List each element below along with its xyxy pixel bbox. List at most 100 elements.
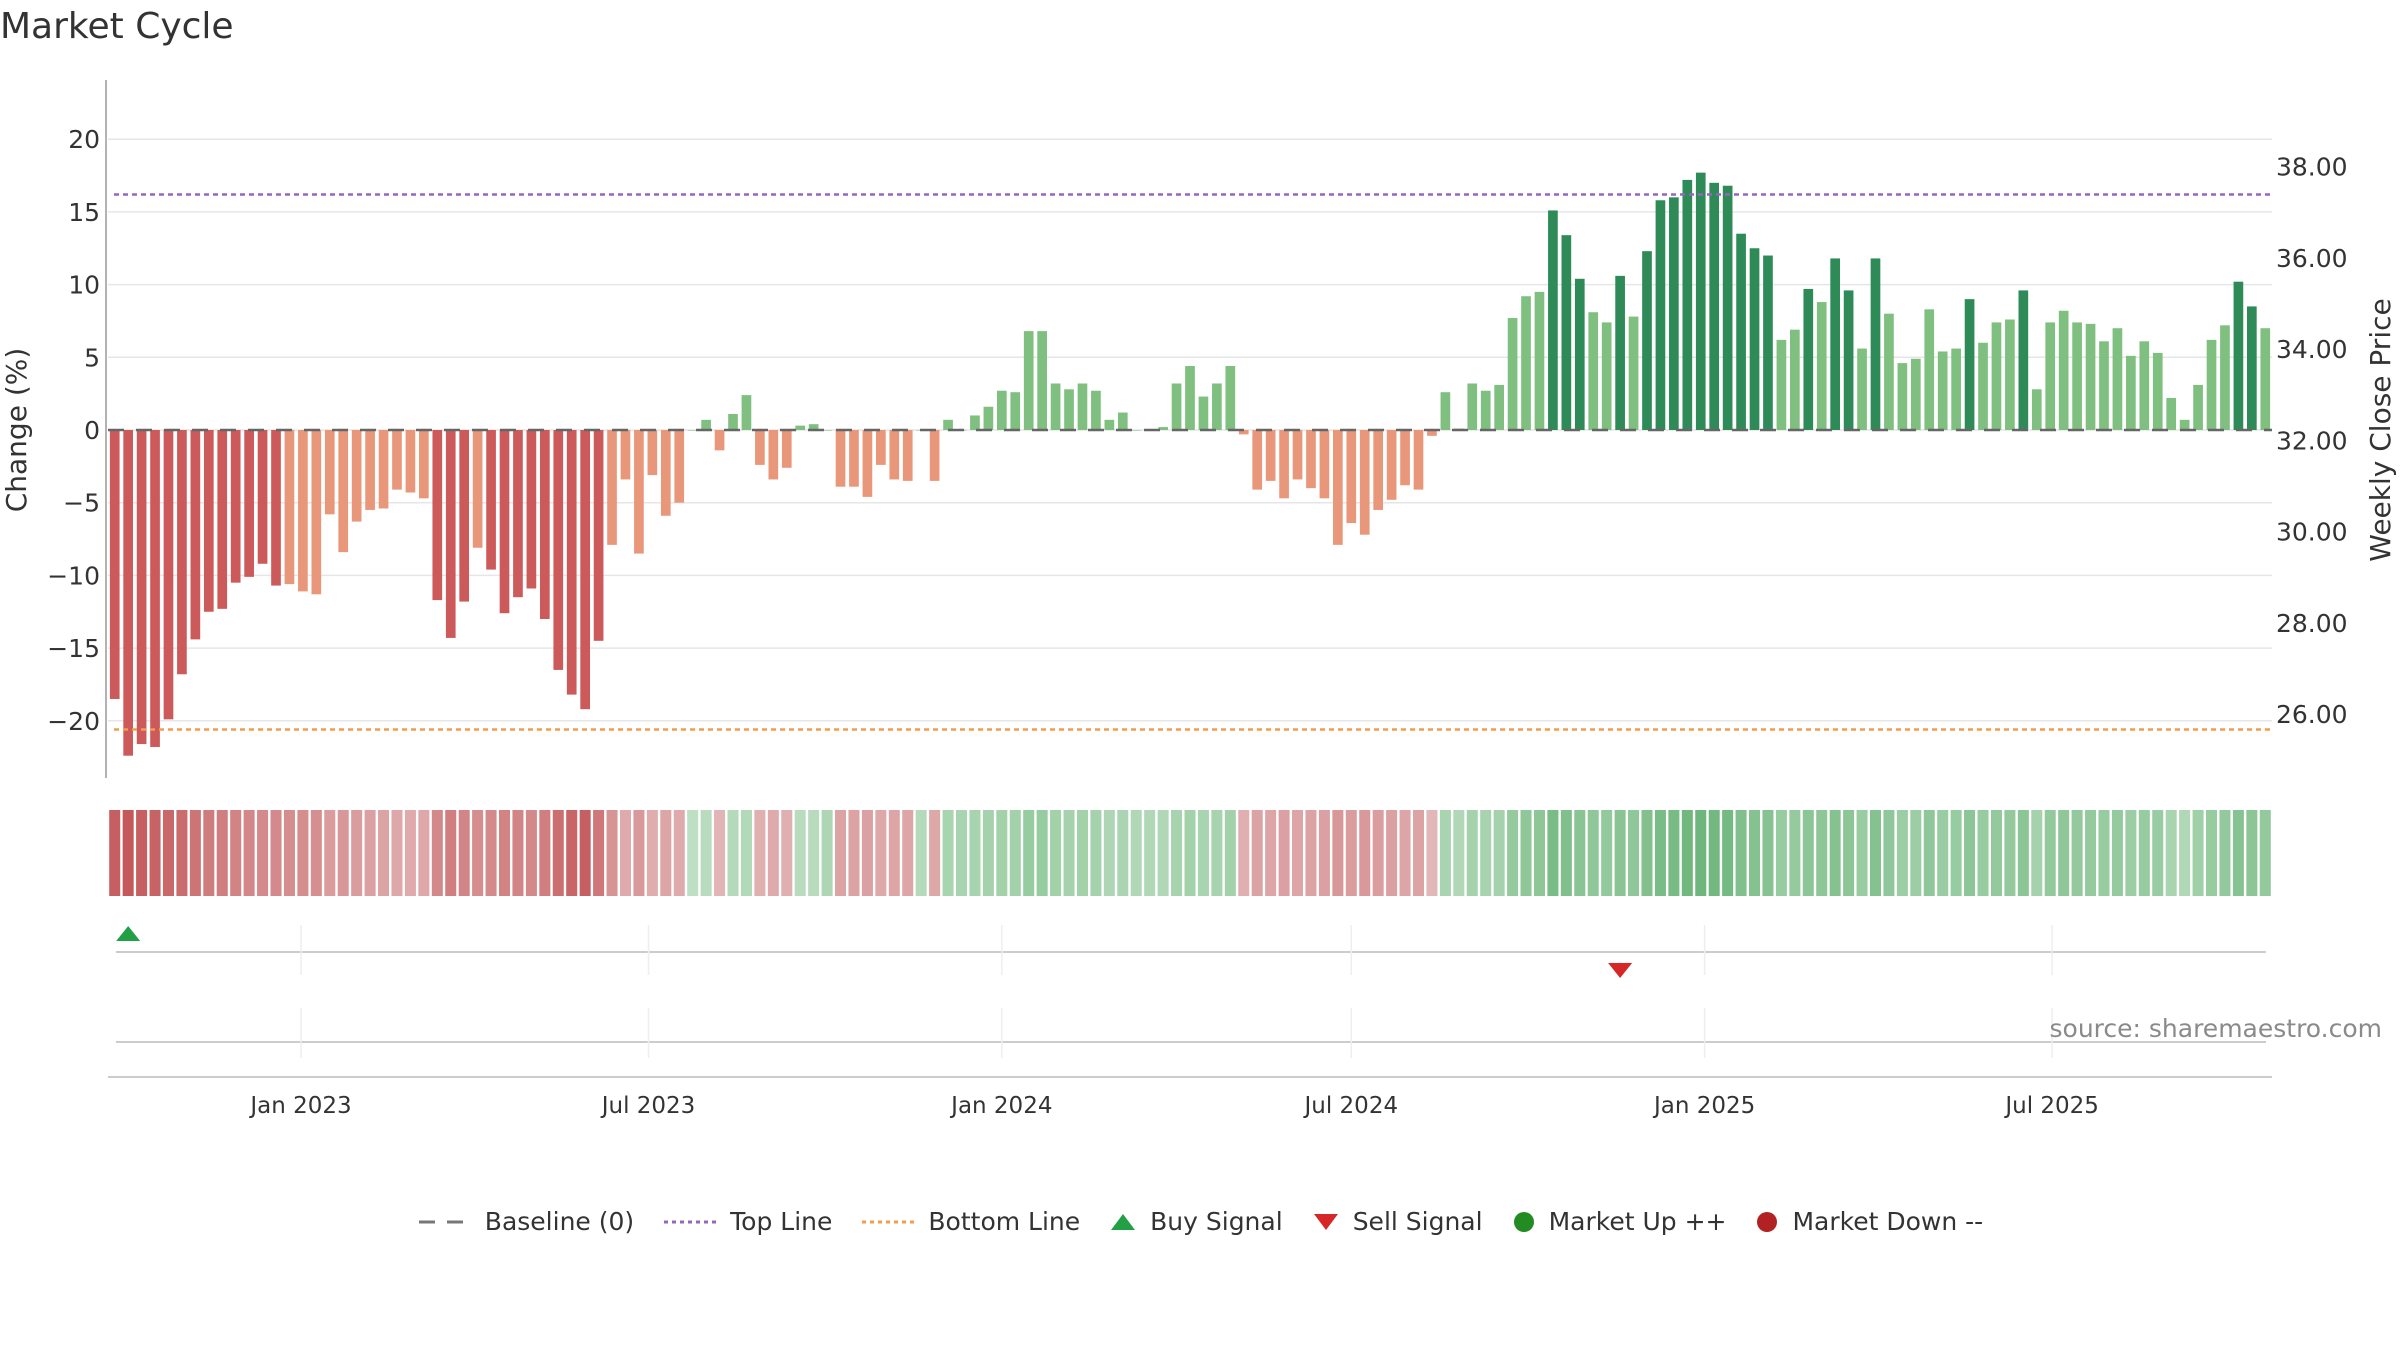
- heat-cell: [1856, 810, 1868, 896]
- change-bar: [1427, 430, 1437, 436]
- change-bar: [835, 430, 846, 487]
- heat-cell: [1023, 810, 1035, 896]
- y2-tick-label: 36.00: [2276, 244, 2348, 273]
- change-bar: [862, 430, 873, 497]
- change-bar: [1077, 383, 1088, 430]
- heat-cell: [1412, 810, 1425, 896]
- change-bar: [1682, 179, 1693, 430]
- heat-cell: [1923, 810, 1935, 896]
- heat-cell: [2219, 810, 2231, 896]
- heat-cell: [2179, 810, 2191, 896]
- heat-cell: [1171, 810, 1183, 896]
- change-bar: [2018, 290, 2029, 430]
- change-bar: [1803, 288, 1814, 430]
- legend-top-line: Top Line: [662, 1207, 832, 1236]
- heat-cell: [485, 810, 497, 896]
- change-bar: [849, 430, 859, 487]
- legend-top-line-label: Top Line: [730, 1207, 833, 1236]
- heat-cell: [2259, 810, 2271, 896]
- change-bar: [351, 430, 362, 522]
- change-bar: [1279, 430, 1289, 499]
- heat-cell: [445, 810, 457, 896]
- change-bar: [526, 430, 537, 589]
- heat-cell: [861, 810, 873, 896]
- heat-cell: [1964, 810, 1976, 896]
- change-bar: [1252, 430, 1263, 490]
- sell-signal-marker: [1608, 963, 1633, 978]
- change-bar: [1238, 430, 1249, 435]
- change-bar: [1386, 430, 1397, 500]
- heat-cell: [162, 810, 174, 896]
- change-bar: [1561, 235, 1572, 430]
- change-bar: [2058, 310, 2069, 430]
- x-tick-label: Jul 2024: [1302, 1093, 1398, 1119]
- change-bar: [1695, 172, 1706, 430]
- heat-cell: [2044, 810, 2056, 896]
- legend-sell-label: Sell Signal: [1352, 1207, 1483, 1236]
- change-bar: [190, 430, 201, 640]
- heat-cell: [781, 810, 793, 896]
- heat-cell: [1076, 810, 1088, 896]
- heat-cell: [902, 810, 914, 896]
- change-bar: [1440, 392, 1451, 430]
- up-dot-icon: [1513, 1211, 1534, 1232]
- change-bar: [1816, 302, 1827, 430]
- change-bar: [1292, 430, 1303, 480]
- change-bar: [1212, 383, 1222, 430]
- heat-cell: [714, 810, 726, 896]
- heat-cell: [1601, 810, 1613, 896]
- heat-cell: [552, 810, 564, 896]
- change-bar: [795, 425, 806, 430]
- x-tick-label: Jan 2023: [248, 1093, 351, 1119]
- change-bar: [1601, 322, 1612, 430]
- heat-cell: [1305, 810, 1317, 896]
- change-bar: [553, 430, 564, 670]
- heat-cell: [257, 810, 269, 896]
- heat-cell: [619, 810, 631, 896]
- change-bar: [728, 414, 738, 430]
- legend-up: Market Up ++: [1511, 1207, 1726, 1236]
- legend-sell: Sell Signal: [1311, 1207, 1483, 1236]
- change-bar: [1843, 290, 1854, 430]
- change-bar: [405, 430, 416, 493]
- baseline-swatch-icon: [418, 1220, 471, 1223]
- change-bar: [2233, 281, 2244, 430]
- heat-cell: [2004, 810, 2016, 896]
- change-bar: [539, 430, 550, 620]
- heat-cell: [1722, 810, 1734, 896]
- heat-cell: [2058, 810, 2070, 896]
- heat-cell: [324, 810, 336, 896]
- change-bar: [2139, 341, 2150, 430]
- y2-tick-label: 32.00: [2276, 426, 2348, 455]
- signal-panel: Jan 2023 Jul 2023 Jan 2024 Jul 2024 Jan 2025…: [108, 925, 2272, 1119]
- heat-cell: [310, 810, 322, 896]
- heat-cell: [189, 810, 201, 896]
- heat-cell: [875, 810, 887, 896]
- heat-cell: [888, 810, 900, 896]
- heat-cell: [1802, 810, 1814, 896]
- change-bar: [1131, 430, 1142, 431]
- heat-cell: [512, 810, 524, 896]
- change-bar: [1548, 210, 1558, 430]
- change-bar: [284, 430, 295, 585]
- change-bar: [244, 430, 254, 577]
- change-bar: [459, 430, 470, 602]
- heat-cell: [525, 810, 537, 896]
- change-bar: [203, 430, 214, 612]
- x-tick-label: Jan 2025: [1652, 1093, 1755, 1119]
- heat-cell: [1695, 810, 1707, 896]
- y-tick-label: −5: [63, 489, 100, 518]
- change-bar: [1951, 348, 1961, 430]
- change-bar: [392, 430, 402, 490]
- heat-cell: [2206, 810, 2218, 896]
- change-bar: [808, 424, 819, 430]
- change-bar: [1185, 366, 1195, 430]
- change-bar: [983, 406, 994, 430]
- change-bar: [1964, 299, 1975, 430]
- heat-cell: [2125, 810, 2137, 896]
- heat-cell: [1520, 810, 1532, 896]
- heat-cell: [364, 810, 376, 896]
- legend-baseline-label: Baseline (0): [484, 1207, 635, 1236]
- heat-cell: [203, 810, 215, 896]
- change-bar: [1521, 296, 1531, 430]
